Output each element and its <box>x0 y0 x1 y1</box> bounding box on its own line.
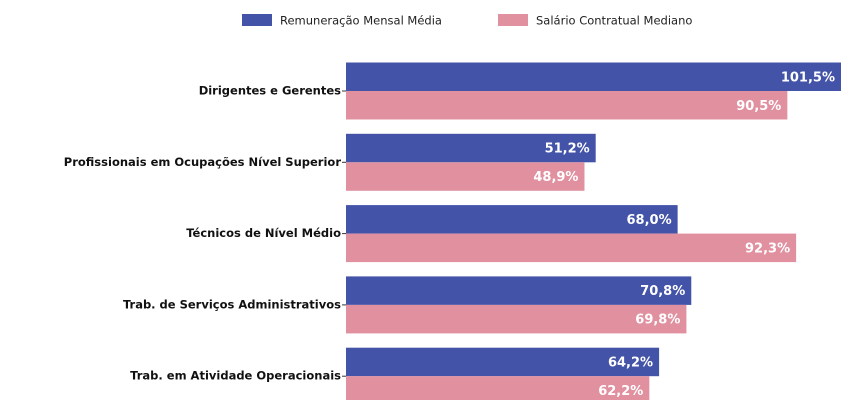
bar <box>346 347 660 377</box>
y-tick-label: Profissionais em Ocupações Nível Superio… <box>64 155 342 169</box>
y-tick-label: Dirigentes e Gerentes <box>199 84 341 98</box>
value-label: 101,5% <box>781 70 835 85</box>
value-label: 51,2% <box>545 142 590 157</box>
legend-label: Salário Contratual Mediano <box>536 14 692 28</box>
bar <box>346 276 692 305</box>
value-label: 68,0% <box>627 213 672 228</box>
bar <box>346 304 687 334</box>
y-tick-label: Trab. de Serviços Administrativos <box>123 297 341 311</box>
bar <box>346 233 797 263</box>
value-label: 70,8% <box>640 284 685 299</box>
value-label: 48,9% <box>533 170 578 185</box>
y-tick-label: Técnicos de Nível Médio <box>186 226 341 240</box>
bar <box>346 62 841 91</box>
bar <box>346 91 788 120</box>
legend-label: Remuneração Mensal Média <box>280 14 442 28</box>
value-label: 92,3% <box>745 241 790 256</box>
bar <box>346 162 585 191</box>
value-label: 62,2% <box>598 384 643 399</box>
legend-swatch <box>242 14 272 26</box>
bar <box>346 376 650 400</box>
bar <box>346 205 678 234</box>
y-tick-label: Trab. em Atividade Operacionais <box>130 369 341 383</box>
value-label: 90,5% <box>736 99 781 114</box>
bar <box>346 133 596 163</box>
legend-swatch <box>498 14 528 26</box>
value-label: 64,2% <box>608 355 653 370</box>
value-label: 69,8% <box>635 313 680 328</box>
